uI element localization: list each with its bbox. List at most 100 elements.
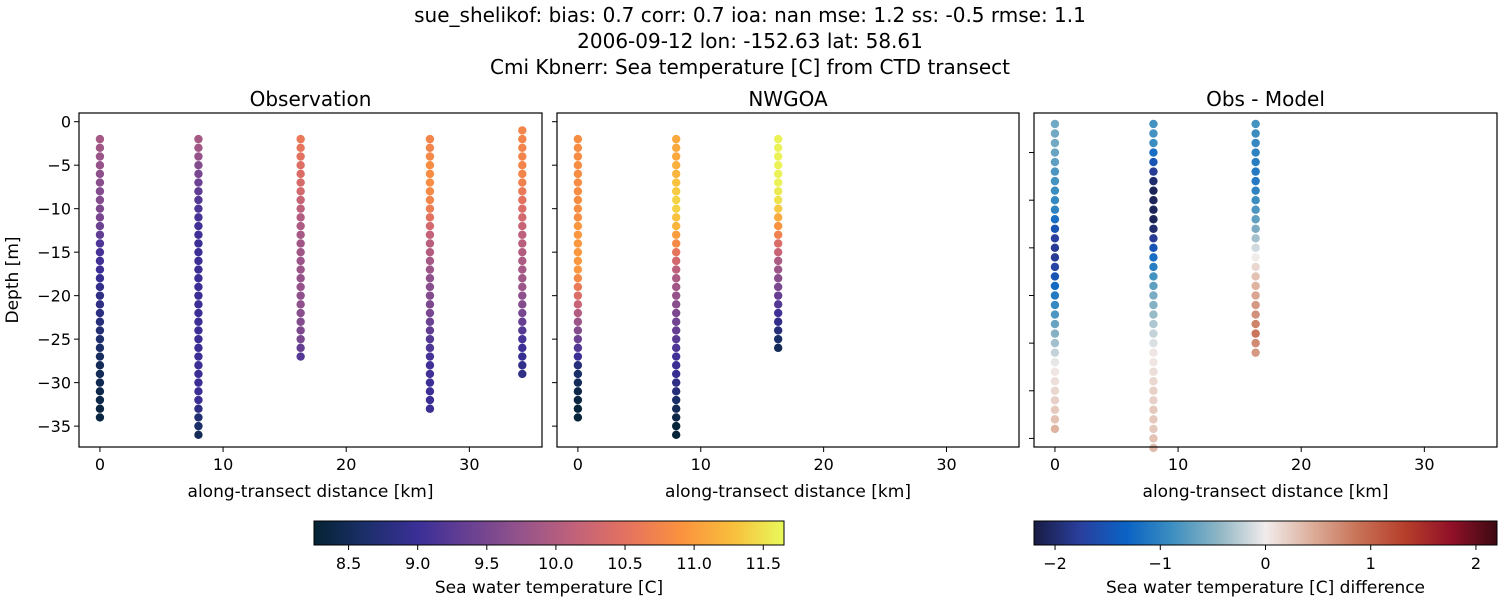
data-point (1050, 234, 1060, 243)
x-tick-label: 30 (1414, 455, 1434, 474)
data-point (296, 152, 305, 161)
data-point (773, 265, 783, 274)
data-point (773, 326, 783, 335)
data-point (518, 126, 527, 135)
data-point (194, 213, 203, 222)
data-point (671, 404, 681, 413)
data-point (296, 195, 305, 205)
y-tick-label: −25 (37, 330, 71, 349)
data-point (1149, 319, 1158, 329)
data-point (1149, 205, 1158, 214)
colorbar-label: Sea water temperature [C] (435, 578, 663, 598)
data-point (194, 152, 203, 161)
data-point (425, 308, 435, 318)
data-point (773, 134, 783, 144)
data-point (1251, 186, 1260, 195)
data-point (296, 169, 305, 179)
data-point (1149, 215, 1158, 224)
data-point (671, 160, 681, 170)
colorbar-tick-label: 10.5 (607, 554, 643, 573)
data-point (1149, 310, 1158, 319)
data-point (194, 317, 203, 326)
data-point (518, 230, 527, 239)
data-point (671, 361, 681, 370)
data-point (1251, 148, 1260, 157)
data-point (194, 178, 203, 187)
data-point (425, 352, 435, 361)
data-point (1050, 272, 1060, 281)
data-point (671, 387, 681, 396)
data-point (95, 134, 105, 144)
colorbar-label: Sea water temperature [C] difference (1106, 578, 1425, 598)
panel-title: Observation (250, 87, 372, 111)
data-point (425, 204, 435, 213)
data-point (1050, 300, 1060, 310)
colorbar-gradient (1033, 520, 1498, 546)
data-point (1050, 205, 1060, 214)
x-axis-label: along-transect distance [km] (665, 482, 911, 502)
data-point (95, 282, 105, 292)
data-point (296, 265, 305, 274)
data-point (671, 413, 681, 422)
data-point (1149, 434, 1158, 443)
data-point (773, 317, 783, 326)
data-point (773, 300, 783, 309)
data-point (573, 178, 583, 187)
data-point (425, 256, 435, 266)
data-point (194, 300, 203, 309)
data-point (518, 247, 527, 257)
data-point (425, 404, 435, 413)
data-point (773, 343, 783, 353)
data-point (518, 300, 527, 309)
data-point (671, 134, 681, 144)
data-point (1050, 224, 1060, 233)
panel-observation: Observation 0 10 20 30 along-transect distanc… (3, 87, 543, 502)
data-point (1251, 329, 1260, 338)
data-point (1050, 138, 1060, 148)
data-point (1050, 377, 1060, 386)
data-point (1050, 195, 1060, 205)
data-point (425, 334, 435, 344)
data-point (671, 378, 681, 387)
data-point (1149, 338, 1158, 348)
data-point (1050, 367, 1060, 376)
colorbar-tick-label: 8.5 (336, 554, 361, 573)
data-point (573, 152, 583, 161)
data-point (425, 291, 435, 300)
data-point (1149, 243, 1158, 253)
data-point (518, 213, 527, 222)
data-point (518, 317, 527, 326)
colorbar-tick-label: −2 (1043, 554, 1067, 573)
data-point (518, 187, 527, 196)
data-point (296, 300, 305, 309)
data-point (1050, 291, 1060, 300)
y-axis-label: Depth [m] (3, 236, 23, 323)
data-point (773, 160, 783, 170)
data-point (518, 308, 527, 318)
data-point (518, 204, 527, 213)
data-point (1149, 253, 1158, 262)
x-tick-label: 0 (1050, 455, 1060, 474)
data-point (296, 204, 305, 213)
data-point (1050, 329, 1060, 338)
panel-title: NWGOA (748, 87, 828, 111)
data-point (425, 195, 435, 205)
data-point (425, 369, 435, 379)
data-point (425, 143, 435, 152)
data-point (425, 343, 435, 353)
data-point (671, 230, 681, 239)
colorbar-tick-label: 9.0 (405, 554, 430, 573)
data-point (1149, 167, 1158, 176)
data-point (1050, 186, 1060, 195)
data-point (1251, 243, 1260, 253)
data-point (296, 187, 305, 196)
data-point (1149, 357, 1158, 367)
data-point (1251, 176, 1260, 186)
data-point (773, 195, 783, 205)
data-point (518, 326, 527, 335)
data-point (671, 143, 681, 152)
data-point (95, 256, 105, 266)
data-point (1251, 319, 1260, 329)
x-tick-label: 30 (936, 455, 956, 474)
